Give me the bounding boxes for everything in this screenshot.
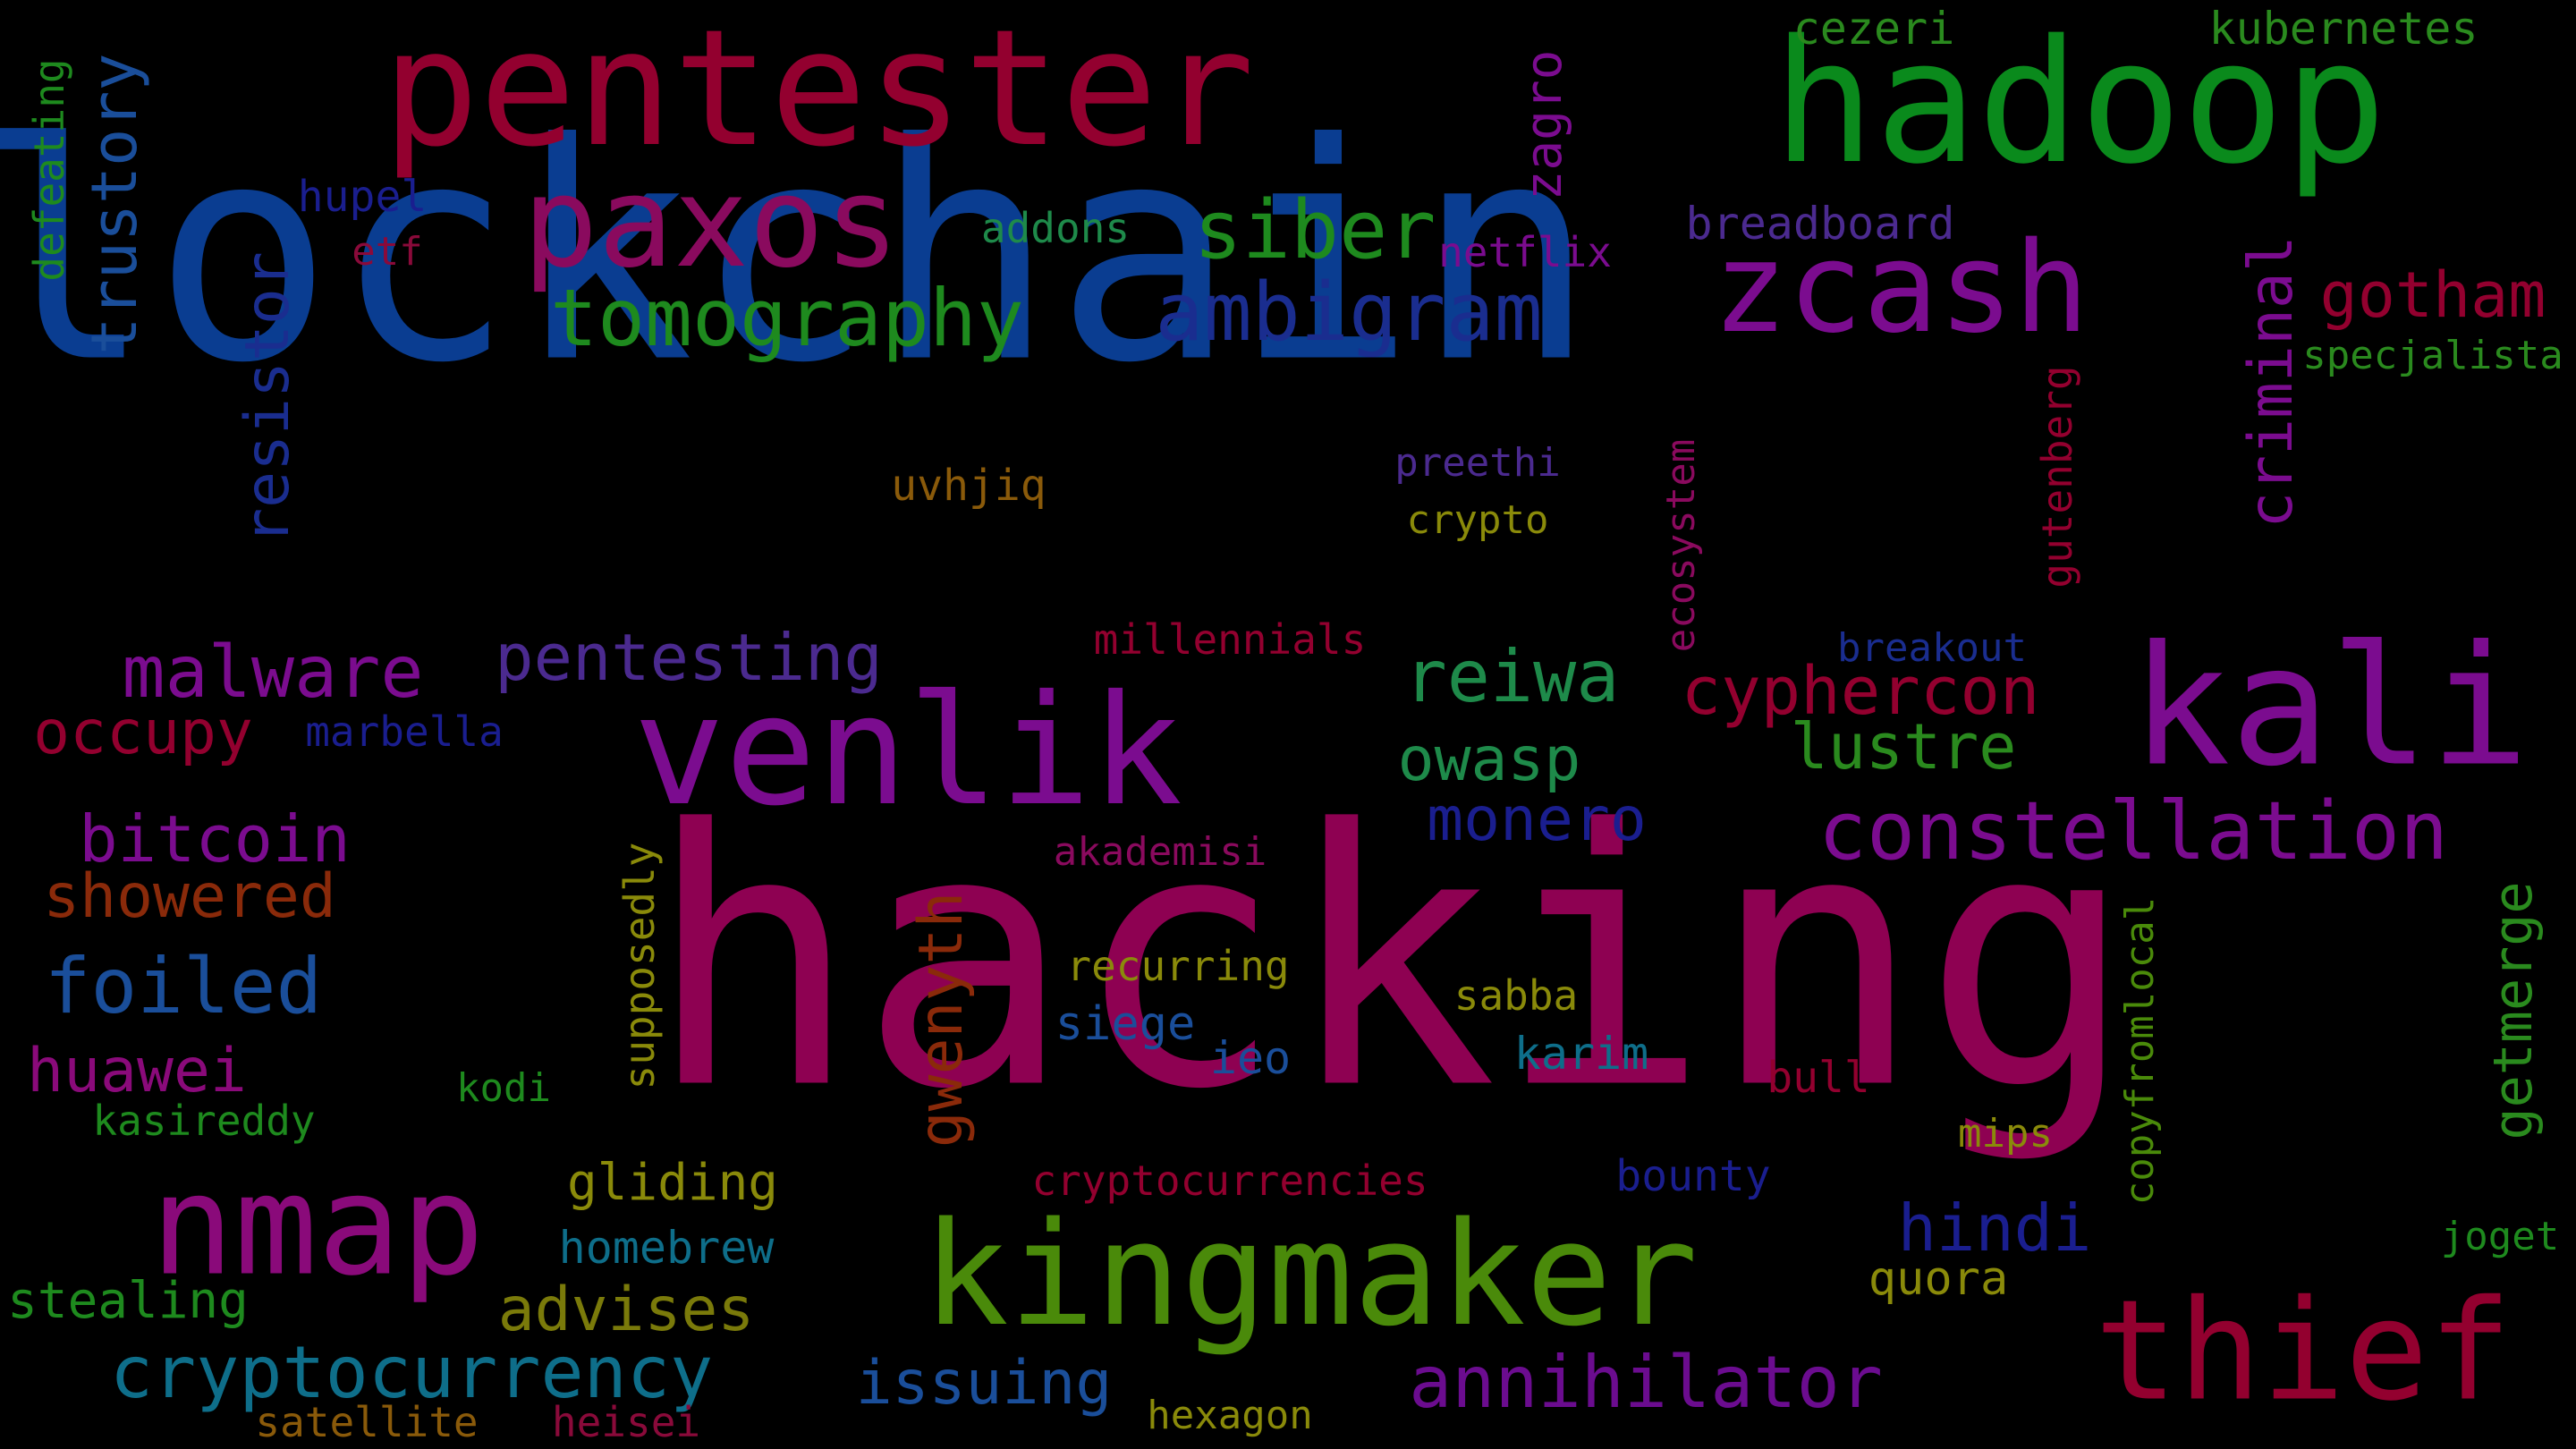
word: hacking: [646, 755, 2136, 1167]
word: breadboard: [1685, 198, 1955, 250]
word: advises: [497, 1275, 755, 1345]
word: bounty: [1615, 1151, 1771, 1201]
word: siber: [1193, 183, 1436, 277]
word: reiwa: [1403, 635, 1620, 718]
word: getmerge: [2482, 881, 2545, 1140]
word: owasp: [1397, 724, 1581, 795]
word: sabba: [1453, 971, 1579, 1020]
word: pentesting: [495, 620, 883, 695]
word: millennials: [1093, 615, 1367, 664]
word: mips: [1958, 1111, 2053, 1157]
word: constellation: [1818, 784, 2449, 878]
word: cryptocurrency: [109, 1331, 714, 1414]
word: crypto: [1406, 497, 1549, 543]
word: issuing: [855, 1348, 1113, 1419]
word: ieo: [1209, 1032, 1292, 1084]
word: cezeri: [1792, 3, 1955, 55]
word: lustre: [1790, 710, 2017, 784]
word: kali: [2131, 609, 2529, 803]
word: cryptocurrencies: [1031, 1157, 1428, 1205]
word: cyphercon: [1681, 653, 2040, 730]
word: satellite: [255, 1398, 479, 1446]
word: specjalista: [2302, 333, 2563, 378]
word: gliding: [566, 1154, 779, 1212]
word: karim: [1513, 1028, 1649, 1080]
word: criminal: [2236, 235, 2307, 529]
word: netflix: [1438, 228, 1612, 276]
word: kasireddy: [92, 1097, 316, 1145]
word: gwenyth: [906, 891, 977, 1148]
word: thief: [2094, 1269, 2512, 1432]
word: tomography: [550, 272, 1024, 364]
word: bitcoin: [79, 801, 351, 877]
word: zagro: [1515, 49, 1573, 201]
word: ecosystem: [1658, 438, 1704, 653]
word: addons: [980, 204, 1131, 252]
word: kodi: [456, 1065, 551, 1111]
word: kingmaker: [922, 1191, 1699, 1358]
word: homebrew: [558, 1222, 775, 1274]
word: venlik: [632, 663, 1183, 840]
word: recurring: [1066, 942, 1290, 990]
word: stealing: [7, 1272, 249, 1330]
word: hadoop: [1772, 4, 2387, 201]
word: huawei: [27, 1036, 247, 1106]
word: uvhjiq: [891, 461, 1046, 511]
word: zcash: [1712, 216, 2089, 361]
word: ambigram: [1155, 266, 1543, 360]
word: etf: [352, 229, 423, 275]
word: preethi: [1394, 440, 1561, 486]
word: heisei: [551, 1398, 701, 1446]
word: pentester: [382, 0, 1255, 182]
word: bull: [1767, 1053, 1870, 1103]
word: monero: [1427, 784, 1647, 855]
word: joget: [2440, 1214, 2560, 1259]
word: gutenberg: [2033, 365, 2081, 589]
word: showered: [43, 861, 336, 932]
word: nmap: [150, 1144, 485, 1307]
word: resistor: [233, 251, 303, 545]
word: akademisi: [1053, 829, 1267, 875]
word: malware: [122, 631, 424, 714]
word: annihilator: [1409, 1341, 1883, 1424]
word: defeating: [25, 58, 73, 282]
word: gotham: [2319, 258, 2546, 332]
word: quora: [1868, 1252, 2009, 1306]
word: hexagon: [1147, 1393, 1313, 1438]
word: hindi: [1897, 1191, 2092, 1266]
word: siege: [1055, 997, 1196, 1051]
word: paxos: [522, 150, 900, 296]
word: trustory: [78, 53, 151, 355]
word: kubernetes: [2208, 3, 2479, 55]
word: marbella: [305, 708, 504, 756]
word: breakout: [1837, 625, 2027, 671]
word: foiled: [44, 942, 323, 1031]
word: hupel: [297, 172, 428, 222]
word: copyfromlocal: [2117, 896, 2163, 1206]
word: blockchain: [0, 80, 1597, 429]
word: supposedly: [615, 842, 664, 1090]
word: occupy: [33, 698, 253, 768]
